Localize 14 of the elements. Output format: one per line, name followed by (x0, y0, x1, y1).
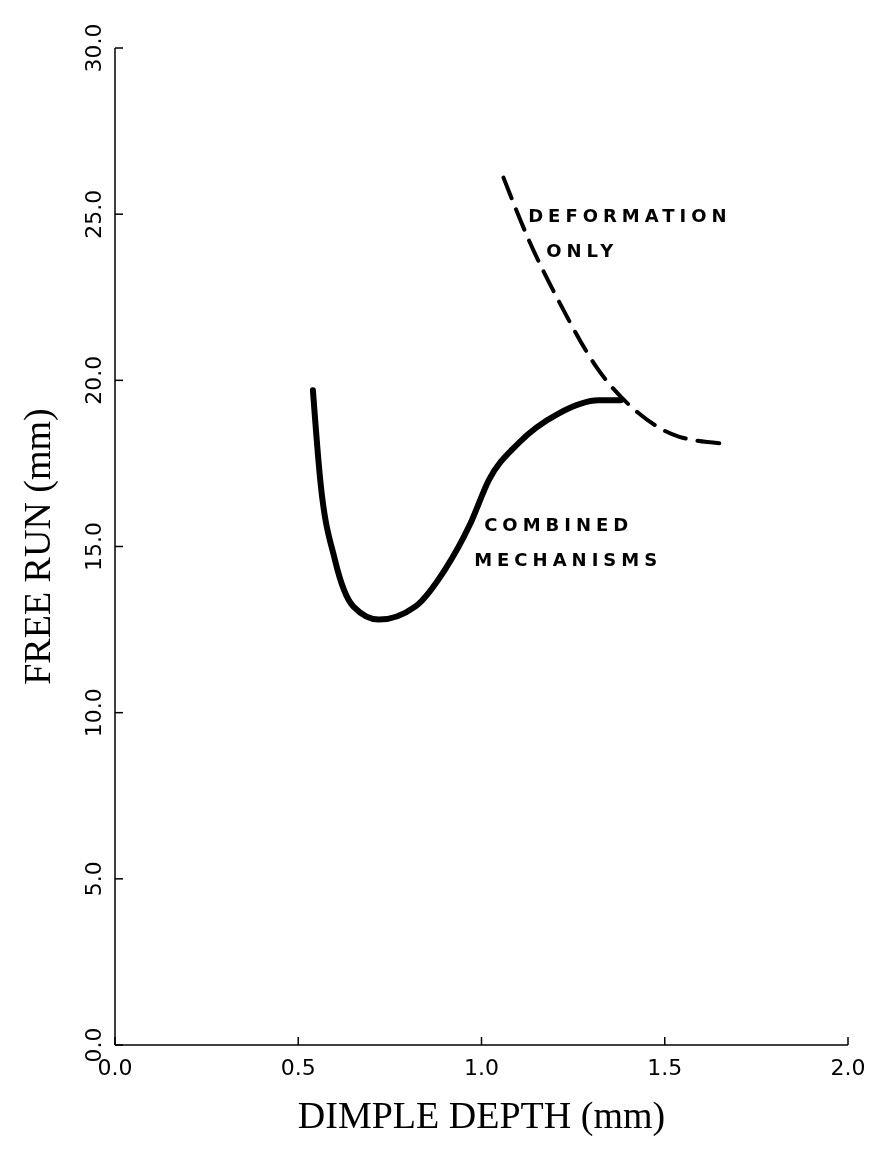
x-axis-title: DIMPLE DEPTH (mm) (297, 1094, 666, 1137)
x-tick-label: 1.0 (464, 1055, 499, 1080)
y-tick-label: 10.0 (81, 688, 106, 738)
annotation: COMBINED MECHANISMS (474, 514, 663, 571)
y-tick-label: 25.0 (81, 189, 106, 239)
y-tick-label: 5.0 (81, 861, 106, 897)
y-tick-label: 20.0 (81, 355, 106, 405)
x-tick-label: 1.5 (647, 1055, 683, 1080)
x-tick-label: 2.0 (830, 1055, 866, 1080)
y-axis-title: FREE RUN (mm) (16, 408, 59, 685)
y-tick-label: 15.0 (81, 522, 106, 571)
x-tick-label: 0.5 (280, 1055, 316, 1080)
annotation: DEFORMATION ONLY (528, 205, 732, 262)
y-tick-label: 30.0 (81, 23, 106, 73)
